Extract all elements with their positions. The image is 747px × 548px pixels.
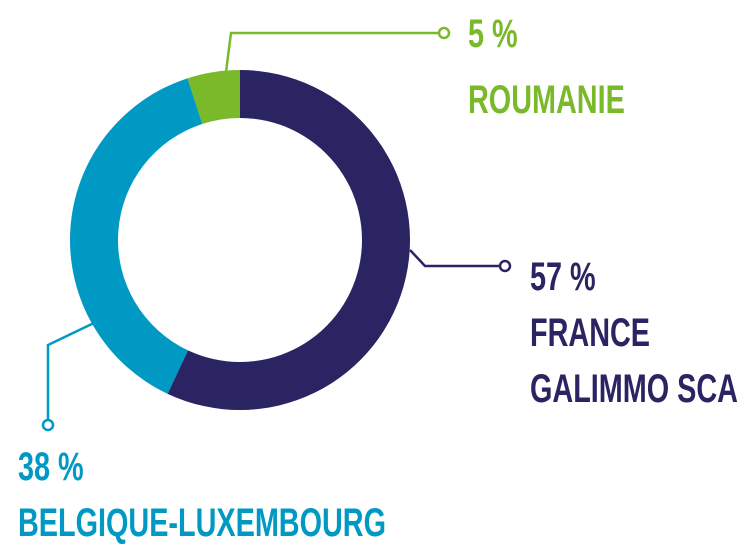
callout-line <box>46 320 97 420</box>
callout-dot <box>41 418 55 432</box>
value-label: 5 % <box>468 12 518 56</box>
donut-segment <box>167 70 411 410</box>
donut-segment <box>187 70 240 124</box>
category-label: ROUMANIE <box>468 78 625 122</box>
value-label: 57 % <box>530 255 596 299</box>
callout-line <box>409 249 500 268</box>
segment-label: 5 % ROUMANIE <box>468 6 747 128</box>
callout-dot <box>437 26 451 40</box>
category-label: BELGIQUE-LUXEMBOURG <box>18 501 387 545</box>
segment-label: 38 % BELGIQUE-LUXEMBOURG <box>18 439 522 548</box>
callouts <box>41 26 512 432</box>
segment-label: 57 % FRANCE GALIMMO SCA <box>530 249 746 417</box>
value-label: 38 % <box>18 445 84 489</box>
callout-dot <box>498 259 512 273</box>
donut-segment <box>69 78 203 394</box>
callout-line <box>224 31 440 73</box>
category-label: FRANCE GALIMMO SCA <box>530 311 738 411</box>
